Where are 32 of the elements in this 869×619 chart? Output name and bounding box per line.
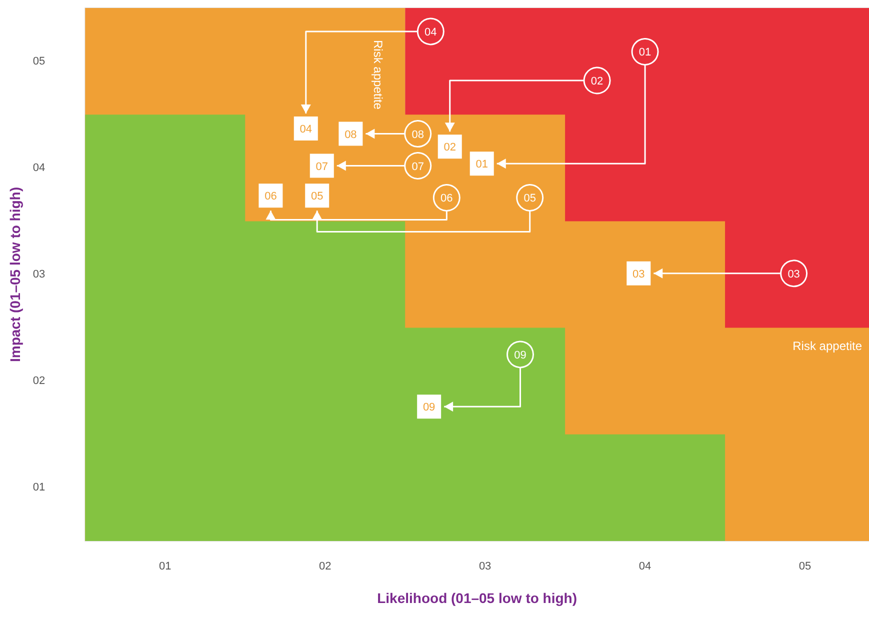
x-tick-label: 04: [638, 560, 652, 572]
annotation: 08: [412, 128, 424, 141]
annotation: 04: [300, 123, 312, 136]
annotation: 02: [444, 142, 456, 154]
annotation: 09: [422, 402, 436, 414]
annotation: 02: [590, 75, 604, 88]
annotation: 06: [264, 190, 277, 203]
x-tick-label: 01: [158, 560, 172, 572]
y-tick-label: 05: [32, 55, 46, 68]
annotation: 04: [424, 26, 437, 38]
y-tick-label: 04: [32, 162, 46, 174]
x-tick-label: 02: [318, 560, 332, 572]
x-axis-title: Likelihood (01–05 low to high): [377, 590, 578, 606]
annotation: Risk appetite: [371, 40, 385, 110]
y-tick-label: 02: [32, 375, 46, 388]
annotation: 01: [476, 158, 488, 171]
annotation: 05: [310, 190, 324, 203]
annotation: 07: [412, 160, 424, 173]
annotation: 07: [316, 160, 328, 173]
annotation: 08: [344, 128, 357, 141]
annotation: Risk appetite: [792, 339, 862, 353]
y-tick-label: 03: [32, 268, 46, 280]
x-tick-label: 03: [478, 560, 492, 572]
annotation: 05: [524, 192, 536, 205]
y-axis-title: Impact (01–05 low to high): [7, 186, 23, 362]
annotation: 01: [638, 46, 652, 59]
x-tick-label: 05: [798, 560, 812, 572]
y-tick-label: 01: [32, 482, 46, 494]
annotation: 03: [632, 268, 645, 280]
annotation: 03: [788, 268, 800, 280]
annotation: 06: [440, 192, 453, 205]
annotation: 09: [514, 349, 526, 362]
